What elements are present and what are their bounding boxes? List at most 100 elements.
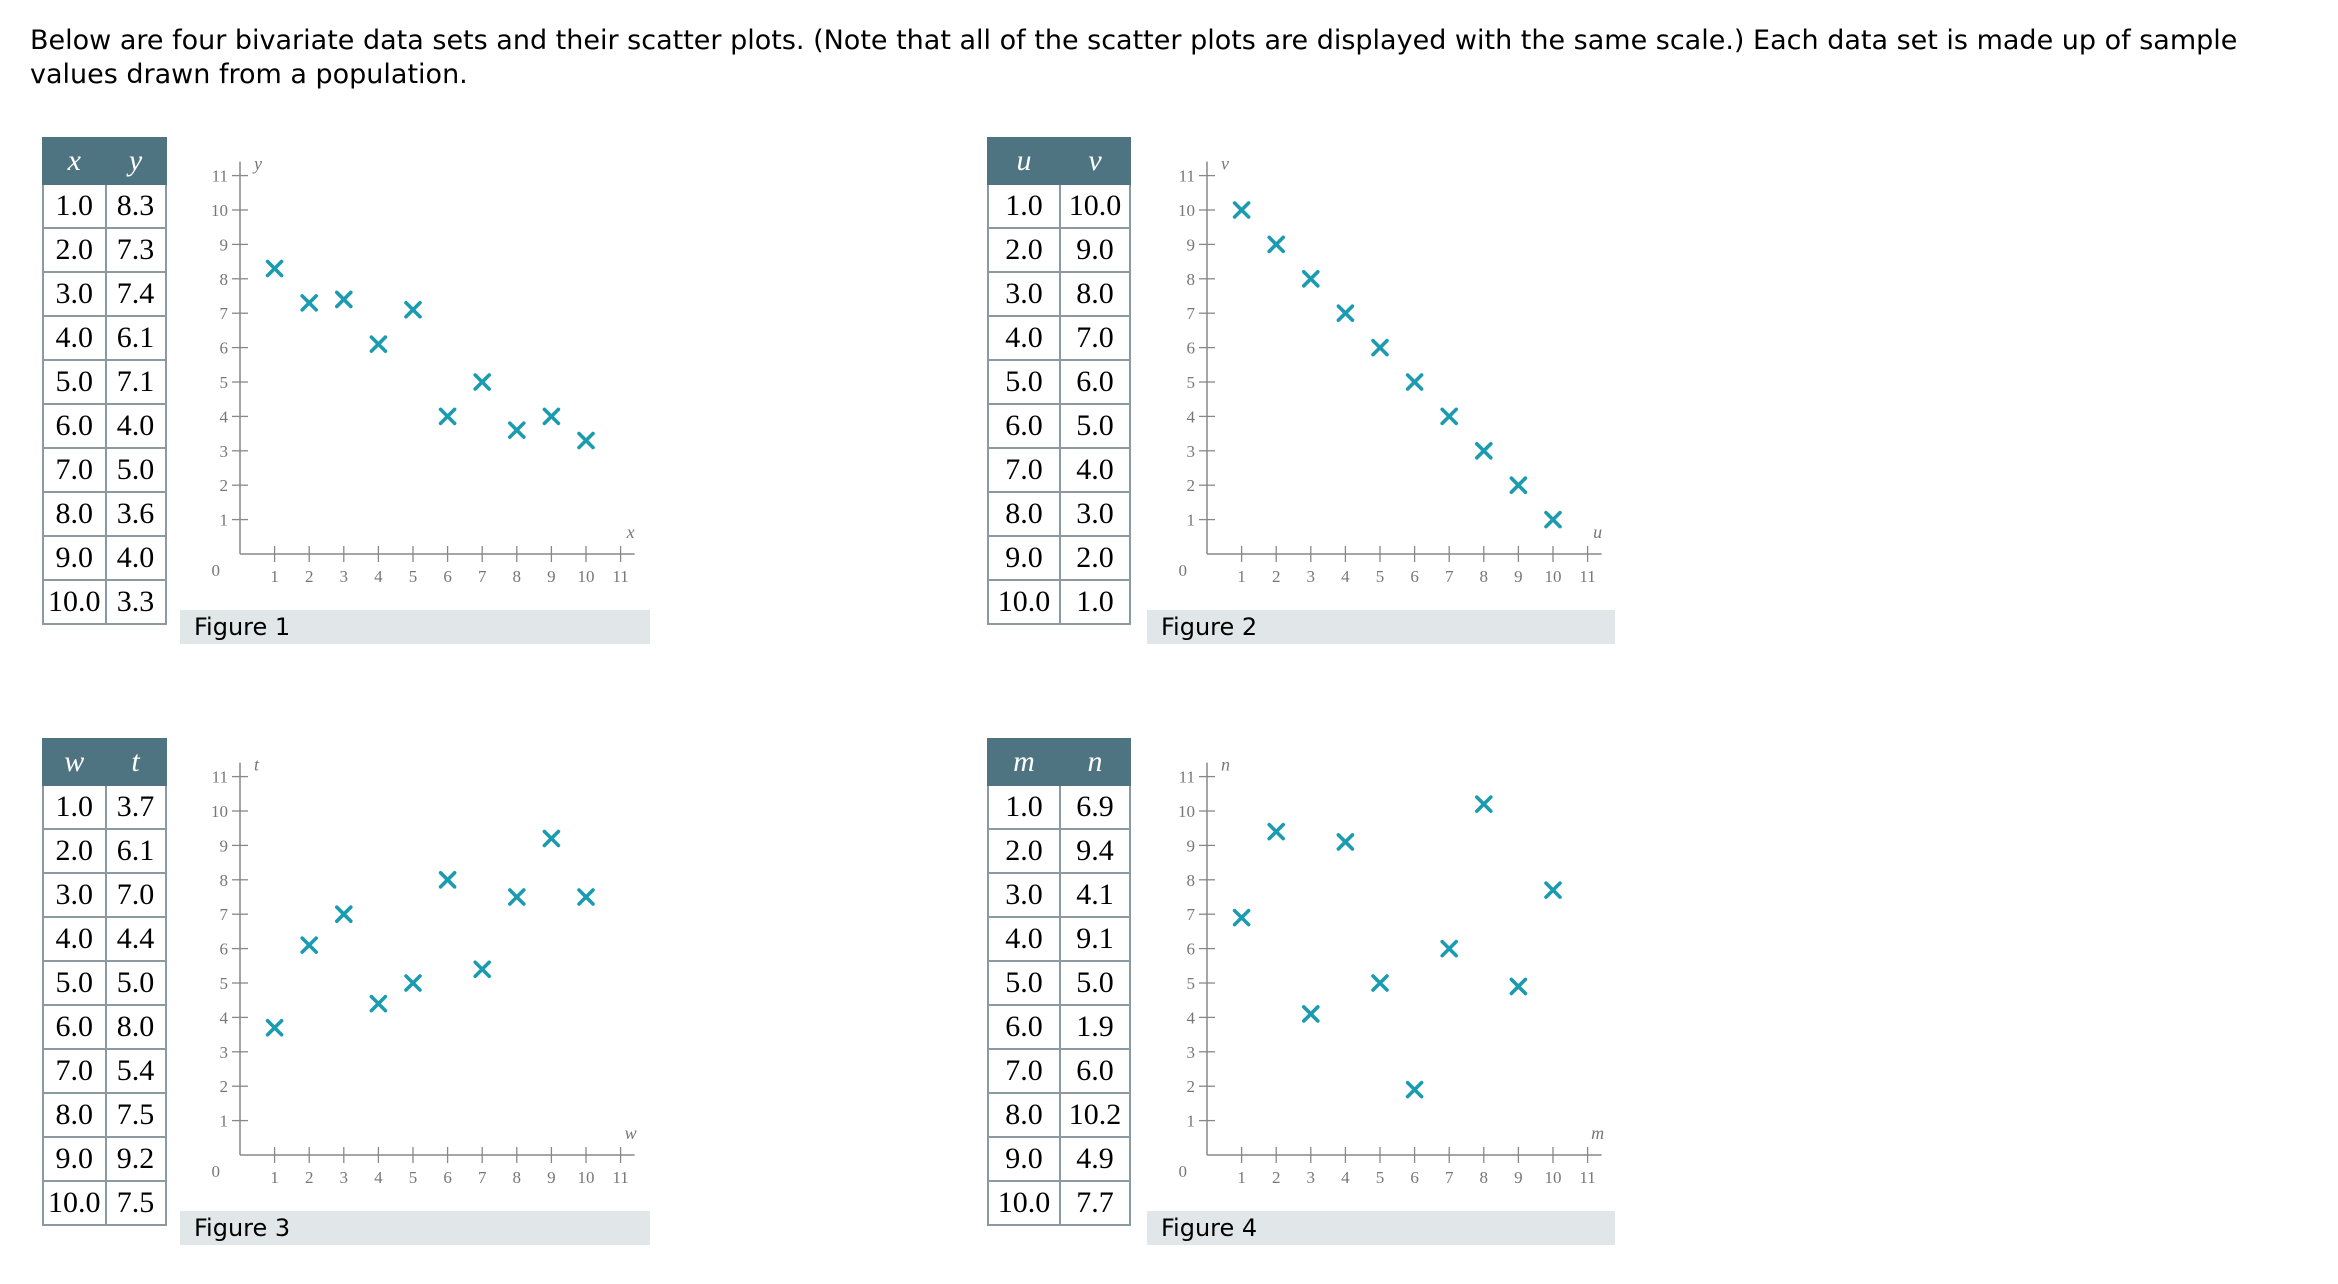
table-row: 2.0 6.1 [42, 828, 167, 874]
y-tick-label: 4 [1187, 1008, 1196, 1027]
y-cell: 2.0 [1059, 535, 1131, 581]
data-point [335, 905, 353, 923]
data-point [265, 259, 284, 278]
x-tick-label: 2 [305, 1168, 314, 1187]
x-axis-label: u [1593, 522, 1602, 542]
data-table: m n 1.0 6.9 2.0 9.4 3.0 4.1 4.0 9.1 5.0 5.0 6.0 1.9 7.… [987, 738, 1131, 1226]
x-tick-label: 4 [374, 567, 383, 586]
y-axis-label: t [254, 755, 260, 775]
figure-caption: Figure 3 [180, 1211, 650, 1245]
x-cell: 6.0 [987, 403, 1061, 449]
table-row: 10.0 1.0 [987, 579, 1131, 625]
data-point [473, 373, 492, 391]
y-cell: 5.0 [104, 960, 167, 1006]
y-tick-label: 1 [220, 511, 229, 530]
data-point [300, 936, 318, 954]
y-tick-label: 7 [220, 905, 229, 924]
data-point [1267, 235, 1285, 254]
table-row: 1.0 6.9 [987, 784, 1131, 830]
x-tick-label: 11 [612, 567, 628, 586]
figure-caption: Figure 2 [1147, 610, 1615, 644]
x-tick-label: 9 [1514, 1168, 1523, 1187]
x-cell: 2.0 [42, 828, 107, 874]
x-cell: 4.0 [42, 315, 107, 361]
y-axis-label: v [1221, 154, 1229, 174]
y-tick-label: 6 [1187, 940, 1196, 959]
y-tick-label: 10 [1178, 201, 1195, 220]
x-cell: 3.0 [987, 872, 1061, 918]
y-cell: 4.4 [104, 916, 167, 962]
table-row: 2.0 9.0 [987, 227, 1131, 273]
y-cell: 8.0 [1059, 271, 1131, 317]
y-tick-label: 10 [211, 201, 228, 220]
data-table: x y 1.0 8.3 2.0 7.3 3.0 7.4 4.0 6.1 5.0 7.1 6.0 4.0 7.… [42, 137, 167, 625]
x-cell: 7.0 [987, 447, 1061, 493]
table-row: 1.0 3.7 [42, 784, 167, 830]
x-tick-label: 3 [340, 1168, 349, 1187]
y-tick-label: 1 [1187, 1112, 1196, 1131]
y-tick-label: 2 [1187, 1077, 1196, 1096]
data-point [1302, 1005, 1320, 1023]
y-column-header: t [104, 738, 167, 786]
y-cell: 9.0 [1059, 227, 1131, 273]
y-cell: 6.9 [1059, 784, 1131, 830]
x-cell: 7.0 [42, 1048, 107, 1094]
y-tick-label: 3 [220, 1043, 229, 1062]
y-tick-label: 9 [220, 836, 229, 855]
table-row: 5.0 6.0 [987, 359, 1131, 405]
x-cell: 8.0 [987, 1092, 1061, 1138]
y-tick-label: 11 [212, 167, 228, 186]
y-tick-label: 1 [220, 1112, 229, 1131]
y-cell: 9.1 [1059, 916, 1131, 962]
x-cell: 10.0 [987, 579, 1061, 625]
data-point [1509, 476, 1528, 495]
y-cell: 3.6 [104, 491, 167, 537]
x-cell: 5.0 [42, 359, 107, 405]
y-tick-label: 2 [220, 476, 229, 495]
y-tick-label: 7 [1187, 304, 1196, 323]
data-point [1405, 1080, 1424, 1099]
table-row: 4.0 6.1 [42, 315, 167, 361]
y-cell: 3.0 [1059, 491, 1131, 537]
x-cell: 8.0 [42, 1092, 107, 1138]
x-tick-label: 9 [547, 567, 556, 586]
x-cell: 10.0 [42, 1180, 107, 1226]
data-point [1232, 201, 1251, 219]
data-point [1544, 510, 1562, 529]
x-tick-label: 10 [578, 1168, 595, 1187]
y-cell: 7.7 [1059, 1180, 1131, 1226]
y-tick-label: 5 [1187, 974, 1196, 993]
table-row: 6.0 5.0 [987, 403, 1131, 449]
x-axis-label: x [626, 522, 635, 542]
y-cell: 4.0 [104, 403, 167, 449]
table-row: 4.0 4.4 [42, 916, 167, 962]
x-cell: 4.0 [987, 315, 1061, 361]
x-tick-label: 7 [1445, 567, 1454, 586]
y-tick-label: 11 [1179, 167, 1195, 186]
table-row: 8.0 3.0 [987, 491, 1131, 537]
x-tick-label: 11 [1579, 567, 1595, 586]
y-cell: 10.2 [1059, 1092, 1131, 1138]
y-tick-label: 8 [1187, 270, 1196, 289]
x-tick-label: 3 [340, 567, 349, 586]
x-tick-label: 2 [1272, 1168, 1281, 1187]
x-cell: 2.0 [987, 828, 1061, 874]
x-cell: 6.0 [42, 1004, 107, 1050]
table-row: 5.0 5.0 [987, 960, 1131, 1006]
x-tick-label: 4 [1341, 567, 1350, 586]
y-tick-label: 9 [220, 235, 229, 254]
y-tick-label: 10 [211, 802, 228, 821]
data-point [507, 888, 526, 906]
figure-caption: Figure 4 [1147, 1211, 1615, 1245]
y-tick-label: 3 [1187, 1043, 1196, 1062]
origin-label: 0 [212, 1162, 221, 1181]
x-tick-label: 10 [1545, 1168, 1562, 1187]
data-point [1302, 270, 1320, 288]
figure-2-panel: u v 1.0 10.0 2.0 9.0 3.0 8.0 4.0 7.0 5.0 6.0 6.0 5.0 7… [975, 0, 1875, 644]
table-row: 3.0 7.4 [42, 271, 167, 317]
data-point [542, 407, 561, 426]
table-row: 1.0 8.3 [42, 183, 167, 229]
data-point [1509, 977, 1528, 996]
x-tick-label: 3 [1307, 567, 1316, 586]
table-row: 3.0 4.1 [987, 872, 1131, 918]
